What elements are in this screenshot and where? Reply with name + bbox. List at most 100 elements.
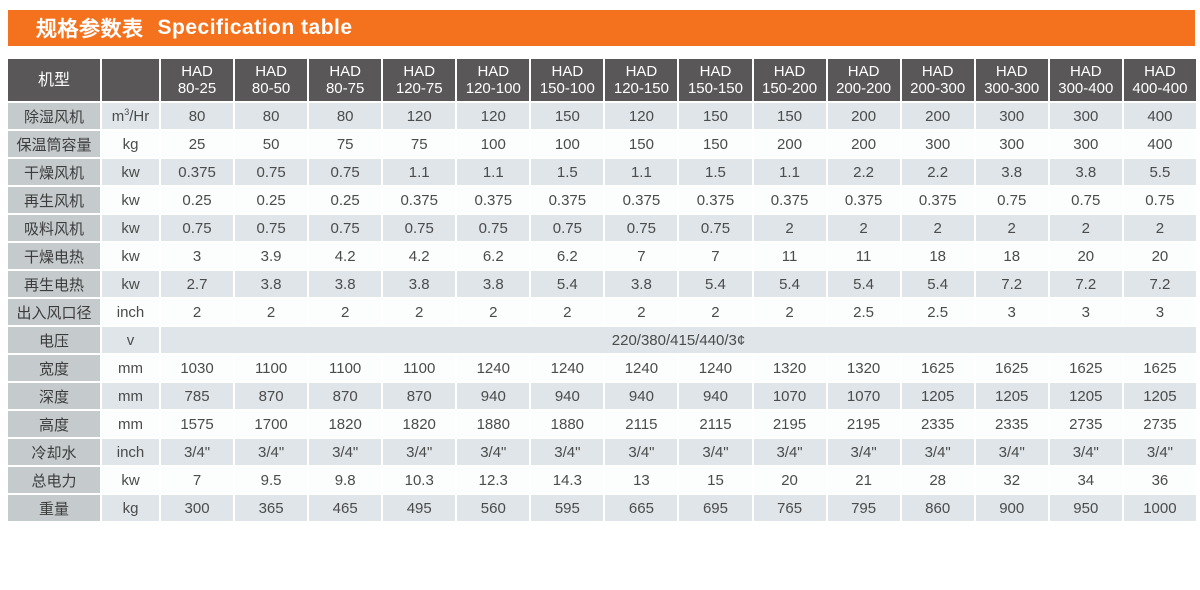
cell: 0.75 [235,215,308,241]
row-label: 电压 [8,327,100,353]
cell: 1240 [605,355,678,381]
cell: 0.25 [235,187,308,213]
model-header-120-150: HAD 120-150 [605,59,678,101]
cell: 2 [457,299,530,325]
cell: 400 [1123,103,1196,129]
cell: 2 [161,299,234,325]
model-series-label: HAD [551,63,584,80]
model-series-label: HAD [1144,63,1176,80]
cell: 0.75 [309,215,382,241]
cell: 300 [901,131,974,157]
cell: 1100 [235,355,308,381]
cell: 3.8 [457,271,530,297]
cell: 1.1 [383,159,456,185]
cell: 9.8 [309,467,382,493]
cell: 20 [1049,243,1122,269]
cell: 80 [161,103,234,129]
model-code-label: 300-400 [1058,80,1114,97]
model-code-label: 200-200 [836,80,892,97]
cell: 1070 [827,383,900,409]
cell: 3/4" [531,439,604,465]
cell: 0.25 [161,187,234,213]
cell: 1625 [1123,355,1196,381]
cell: 3/4" [901,439,974,465]
model-series-label: HAD [847,63,880,80]
cell: 0.75 [975,187,1048,213]
cell: 2 [901,215,974,241]
model-code-label: 120-150 [613,80,669,97]
model-header-150-150: HAD 150-150 [679,59,752,101]
cell: 150 [531,103,604,129]
cell: 1100 [383,355,456,381]
cell: 1070 [753,383,826,409]
model-code-label: 80-50 [251,80,291,97]
cell: 32 [975,467,1048,493]
title-bar: 规格参数表 Specification table [8,10,1195,46]
table-row-8: 出入风口径 inch 2 2 2 2 2 2 2 2 2 2.5 2.5 3 3 3 [8,299,1196,325]
cell: 0.375 [827,187,900,213]
cell: 940 [531,383,604,409]
cell: 34 [1049,467,1122,493]
cell: 10.3 [383,467,456,493]
cell: 25 [161,131,234,157]
model-series-label: HAD [1069,63,1102,80]
cell: 765 [753,495,826,521]
cell: 4.2 [383,243,456,269]
cell: 1880 [457,411,530,437]
cell: 3/4" [753,439,826,465]
cell: 2115 [605,411,678,437]
cell: 950 [1049,495,1122,521]
cell: 7.2 [975,271,1048,297]
cell: 3/4" [235,439,308,465]
cell: 1.5 [679,159,752,185]
cell: 400 [1123,131,1196,157]
model-header-200-200: HAD 200-200 [827,59,900,101]
cell: 665 [605,495,678,521]
cell: 0.75 [1049,187,1122,213]
table-row-13: 冷却水 inch 3/4" 3/4" 3/4" 3/4" 3/4" 3/4" 3/4" 3/4" 3… [8,439,1196,465]
cell: 3/4" [1123,439,1196,465]
cell: 1000 [1123,495,1196,521]
cell: 2 [309,299,382,325]
cell: 2 [753,215,826,241]
cell: 2 [235,299,308,325]
model-code-label: 150-150 [687,80,743,97]
cell: 1205 [1123,383,1196,409]
cell: 695 [679,495,752,521]
row-label: 冷却水 [8,439,100,465]
cell: 1205 [1049,383,1122,409]
cell: 18 [901,243,974,269]
cell: 0.75 [309,159,382,185]
cell: 2 [679,299,752,325]
row-unit: kw [102,271,159,297]
table-row-1: 除湿风机 m3/Hr 80 80 80 120 120 150 120 150 150 200 200 3… [8,103,1196,129]
corner-model-label: 机型 [8,59,100,101]
page-title-zh: 规格参数表 [36,18,144,41]
cell: 7 [161,467,234,493]
row-unit: kw [102,467,159,493]
model-header-150-200: HAD 150-200 [753,59,826,101]
cell: 1.1 [753,159,826,185]
cell: 3/4" [605,439,678,465]
row-unit: kw [102,243,159,269]
cell: 150 [679,131,752,157]
cell: 0.375 [753,187,826,213]
row-label: 吸料风机 [8,215,100,241]
model-header-300-300: HAD 300-300 [975,59,1048,101]
cell: 5.4 [679,271,752,297]
row-unit: kw [102,159,159,185]
cell: 1625 [901,355,974,381]
cell: 870 [235,383,308,409]
model-header-150-100: HAD 150-100 [531,59,604,101]
cell: 2.7 [161,271,234,297]
cell: 0.375 [457,187,530,213]
cell: 1625 [1049,355,1122,381]
cell: 200 [827,103,900,129]
cell: 940 [605,383,678,409]
model-header-120-100: HAD 120-100 [457,59,530,101]
cell: 3.8 [605,271,678,297]
cell: 2 [1123,215,1196,241]
cell: 2 [383,299,456,325]
row-label: 重量 [8,495,100,521]
cell: 12.3 [457,467,530,493]
